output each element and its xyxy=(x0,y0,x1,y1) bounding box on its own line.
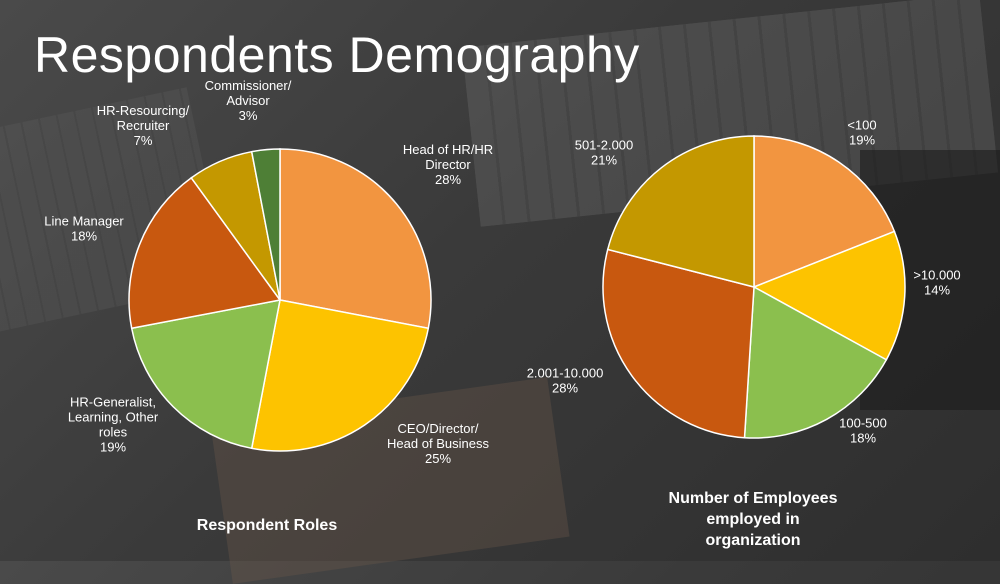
pie-0-slice-5 xyxy=(250,148,281,301)
pie-0-slice-3-percent: 18% xyxy=(71,229,97,244)
pie-1-slice-1-label-line-0: >10.000 xyxy=(913,268,960,283)
chart-title-respondent-roles: Respondent Roles xyxy=(197,517,338,534)
chart-title-employees-line-2: employed in xyxy=(706,511,799,528)
chart-title-employees-line-3: organization xyxy=(705,532,800,549)
pie-1-slice-1 xyxy=(752,230,906,361)
pie-0-slice-5-percent: 3% xyxy=(239,108,258,123)
pie-0-slice-2 xyxy=(130,299,281,450)
pie-0-slice-5-label-line-0: Commissioner/ xyxy=(205,78,292,93)
pie-chart-number-of-employees: <10019%>10.00014%100-50018%2.001-10.0002… xyxy=(527,118,961,550)
pie-0-slice-5-label-line-1: Advisor xyxy=(226,93,270,108)
pie-0-slice-0-percent: 28% xyxy=(435,172,461,187)
pie-1-slice-0-label-line-0: <100 xyxy=(847,118,876,133)
pie-1-slice-4-label-line-0: 501-2.000 xyxy=(575,138,634,153)
pie-0-slice-2-label-line-2: roles xyxy=(99,425,128,440)
pie-1-slice-2 xyxy=(743,285,888,439)
pie-1-slice-4 xyxy=(606,135,755,288)
charts-canvas: Head of HR/HRDirector28%CEO/Director/Hea… xyxy=(44,78,961,550)
pie-0-slice-3 xyxy=(128,176,282,330)
pie-1-slice-0 xyxy=(753,135,896,289)
pie-0-slice-4-label-line-1: Recruiter xyxy=(117,118,170,133)
pie-0-slice-2-label-line-1: Learning, Other xyxy=(68,410,159,425)
pie-1-slice-3 xyxy=(602,248,755,439)
pie-0-slice-2-percent: 19% xyxy=(100,440,126,455)
pie-0-slice-3-label-line-0: Line Manager xyxy=(44,214,124,229)
pie-1-slice-3-label-line-0: 2.001-10.000 xyxy=(527,366,604,381)
pie-0-slice-0-label-line-0: Head of HR/HR xyxy=(403,142,493,157)
pie-0-slice-1-label-line-1: Head of Business xyxy=(387,436,489,451)
pie-0-slice-1-label-line-0: CEO/Director/ xyxy=(398,421,479,436)
page-title: Respondents Demography xyxy=(34,27,640,83)
pie-0-slice-1-percent: 25% xyxy=(425,451,451,466)
chart-title-employees-line-1: Number of Employees xyxy=(669,490,838,507)
pie-0-slice-0 xyxy=(279,148,432,330)
pie-0-slice-1 xyxy=(250,299,430,452)
pie-1-slice-2-label-line-0: 100-500 xyxy=(839,416,887,431)
pie-0-slice-4-percent: 7% xyxy=(134,133,153,148)
pie-1-slice-3-percent: 28% xyxy=(552,381,578,396)
pie-0-slice-0-label-line-1: Director xyxy=(425,157,471,172)
pie-1-slice-2-percent: 18% xyxy=(850,431,876,446)
pie-0-slice-2-label-line-0: HR-Generalist, xyxy=(70,395,156,410)
pie-1-slice-1-percent: 14% xyxy=(924,283,950,298)
pie-0-slice-4-label-line-0: HR-Resourcing/ xyxy=(97,103,190,118)
pie-1-slice-4-percent: 21% xyxy=(591,153,617,168)
pie-1-slice-0-percent: 19% xyxy=(849,133,875,148)
